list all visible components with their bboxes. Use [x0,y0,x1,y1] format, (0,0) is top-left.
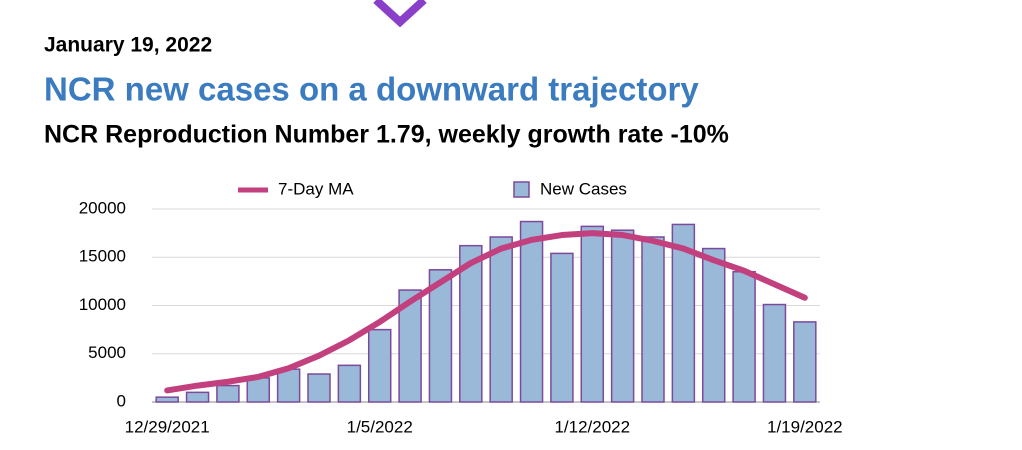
y-tick-label: 20000 [79,198,126,217]
y-tick-label: 0 [117,391,126,410]
legend-label: New Cases [540,179,627,198]
legend-swatch [513,181,530,198]
date: January 19, 2022 [44,34,212,57]
bar [550,252,574,403]
x-tick-label: 12/29/2021 [125,417,210,436]
bar [732,270,756,403]
bar [762,303,787,403]
bar [641,236,665,403]
y-tick-label: 5000 [88,343,126,362]
chart-subtitle: NCR Reproduction Number 1.79, weekly gro… [44,121,729,149]
bar [701,247,726,403]
bar [216,384,240,403]
bar [489,236,513,403]
bar [398,289,422,403]
y-tick-label: 15000 [79,247,126,266]
top-chevron [373,0,427,28]
bar [671,223,696,403]
bar [307,373,331,403]
x-tick-label: 1/5/2022 [347,417,413,436]
bar [276,368,301,403]
bar [459,244,483,403]
bar [246,377,271,403]
x-tick-label: 1/12/2022 [554,417,630,436]
bar [580,225,605,403]
bar [185,391,210,403]
y-tick-label: 10000 [79,295,126,314]
bar [155,396,179,403]
x-tick-label: 1/19/2022 [767,417,843,436]
bar [610,229,635,403]
bar [793,321,817,403]
bar [367,328,392,403]
bar [337,364,362,403]
bar [519,220,544,403]
line [164,230,808,394]
legend-label: 7-Day MA [278,179,354,198]
bar [428,269,453,403]
chart-title: NCR new cases on a downward trajectory [44,71,699,108]
